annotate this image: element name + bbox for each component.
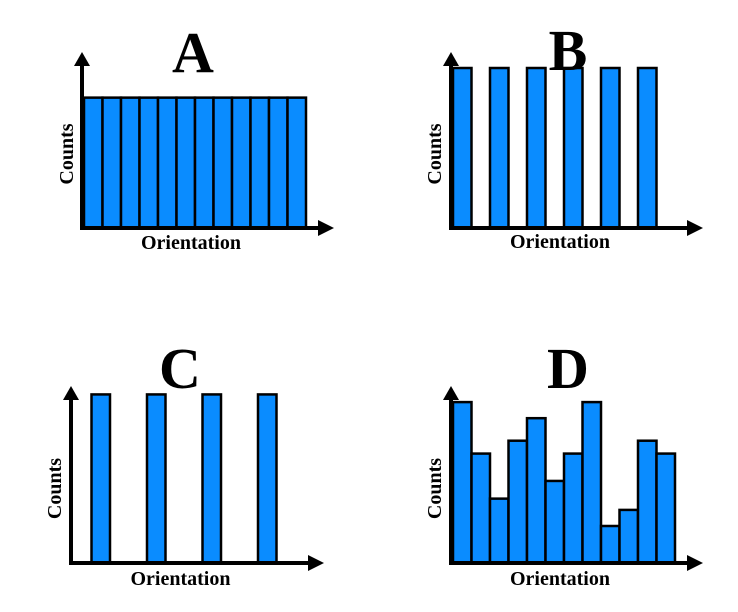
bar-a-4	[138, 96, 160, 230]
bar-d-6	[544, 479, 566, 565]
x-axis-arrow-a	[318, 220, 334, 236]
bar-c-5	[145, 393, 167, 565]
bar-c-8	[201, 393, 223, 565]
y-axis-label-a: Counts	[56, 123, 78, 184]
bar-b-5	[525, 66, 547, 230]
panel-title-d: D	[547, 336, 589, 401]
x-axis-arrow-b	[687, 220, 703, 236]
y-axis-arrow-a	[74, 52, 90, 66]
y-axis-label-d: Counts	[424, 458, 446, 519]
bar-a-10	[249, 96, 271, 230]
bar-a-1	[82, 96, 104, 230]
y-axis-arrow-c	[63, 386, 79, 400]
bar-a-5	[156, 96, 178, 230]
y-axis-arrow-d	[443, 386, 459, 400]
bar-d-2	[470, 452, 492, 565]
y-axis-arrow-b	[443, 52, 459, 66]
bar-c-11	[256, 393, 278, 565]
bar-d-11	[636, 439, 658, 565]
bar-d-8	[581, 400, 603, 565]
panel-title-a: A	[172, 20, 214, 85]
bar-a-3	[119, 96, 141, 230]
bar-d-5	[525, 416, 547, 565]
bar-a-11	[267, 96, 289, 230]
bar-b-9	[599, 66, 621, 230]
x-axis-label-d: Orientation	[510, 568, 610, 590]
x-axis-label-c: Orientation	[131, 568, 231, 590]
bar-d-7	[562, 452, 584, 565]
bar-a-9	[230, 96, 252, 230]
bar-b-7	[562, 66, 584, 230]
bar-a-6	[175, 96, 197, 230]
bar-a-8	[212, 96, 234, 230]
x-axis-arrow-d	[687, 555, 703, 571]
y-axis-label-b: Counts	[424, 123, 446, 184]
bar-a-12	[286, 96, 308, 230]
bar-d-1	[451, 400, 473, 565]
panel-title-b: B	[549, 18, 588, 83]
bar-a-2	[101, 96, 123, 230]
bar-b-11	[636, 66, 658, 230]
x-axis-arrow-c	[308, 555, 324, 571]
bar-c-2	[90, 393, 112, 565]
bar-d-3	[488, 497, 510, 565]
panel-title-c: C	[159, 336, 201, 401]
bar-d-4	[507, 439, 529, 565]
bar-b-1	[451, 66, 473, 230]
bar-d-12	[655, 452, 677, 565]
bar-d-9	[599, 524, 621, 565]
bar-b-3	[488, 66, 510, 230]
bar-d-10	[618, 508, 640, 565]
x-axis-label-b: Orientation	[510, 231, 610, 253]
bar-a-7	[193, 96, 215, 230]
y-axis-label-c: Counts	[44, 458, 66, 519]
x-axis-label-a: Orientation	[141, 232, 241, 254]
